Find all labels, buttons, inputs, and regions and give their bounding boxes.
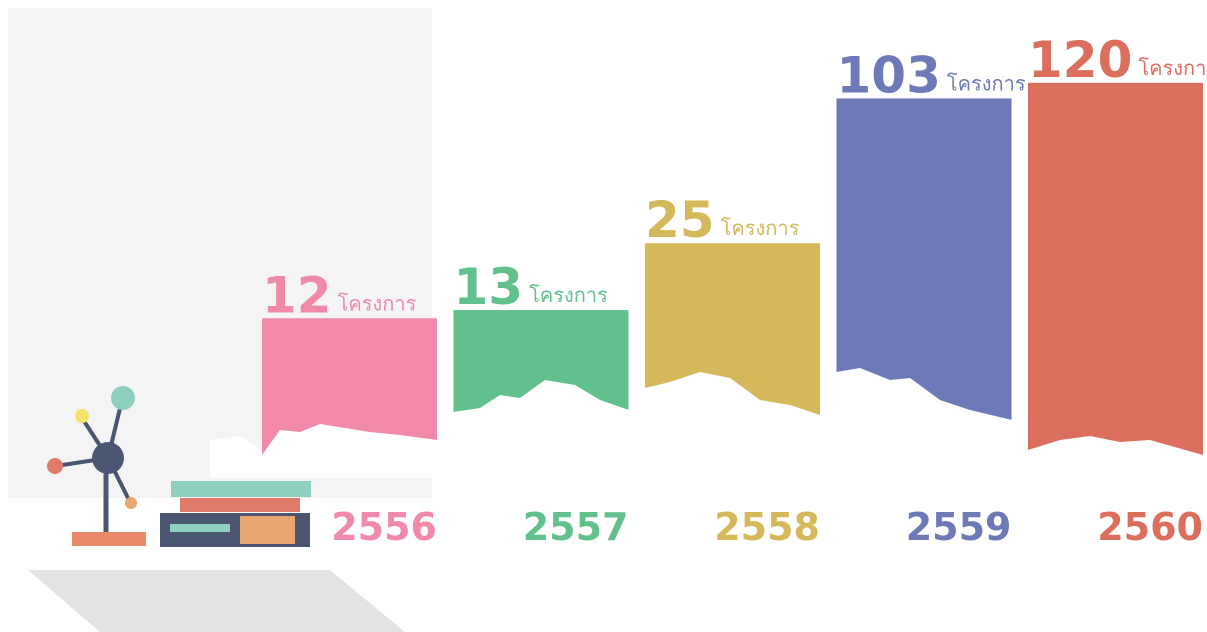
category-label: 2557 (523, 505, 629, 549)
unit-label: โครงการ (947, 71, 1026, 95)
books-icon (160, 481, 311, 547)
value-label: 12 (262, 266, 332, 324)
floor-shadow (28, 570, 405, 632)
bar (1028, 83, 1203, 460)
unit-label: โครงการ (529, 283, 608, 307)
infographic: 12โครงการ13โครงการ25โครงการ103โครงการ120… (0, 0, 1207, 632)
unit-label: โครงการ (1138, 56, 1207, 80)
unit-label: โครงการ (338, 291, 417, 315)
category-label: 2560 (1097, 505, 1203, 549)
unit-label: โครงการ (721, 216, 800, 240)
value-label: 13 (454, 258, 524, 316)
value-label: 120 (1028, 31, 1132, 89)
category-label: 2559 (906, 505, 1012, 549)
value-label: 25 (645, 191, 715, 249)
value-label: 103 (837, 46, 941, 104)
category-label: 2558 (714, 505, 820, 549)
category-label: 2556 (331, 505, 437, 549)
